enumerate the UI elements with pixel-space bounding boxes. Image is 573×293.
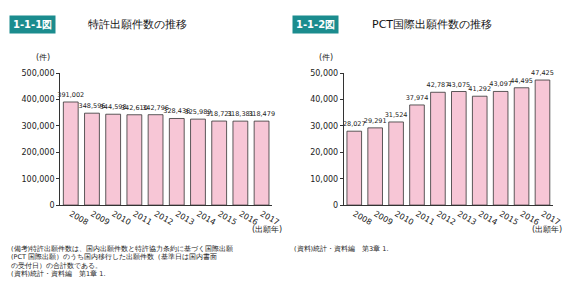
svg-text:2015: 2015 (498, 209, 520, 227)
svg-text:2010: 2010 (110, 209, 132, 227)
svg-text:(資料)統計・資料編 第3章 1.: (資料)統計・資料編 第3章 1. (294, 245, 388, 253)
svg-text:400,000: 400,000 (21, 95, 54, 104)
svg-text:37,974: 37,974 (406, 94, 429, 102)
svg-text:40,000: 40,000 (310, 95, 338, 104)
svg-text:328,436: 328,436 (163, 107, 190, 115)
svg-text:342,796: 342,796 (142, 104, 169, 112)
svg-text:2014: 2014 (477, 209, 499, 227)
svg-text:30,000: 30,000 (310, 122, 338, 131)
svg-text:43,075: 43,075 (447, 81, 470, 89)
svg-text:(出願年): (出願年) (252, 225, 282, 234)
svg-text:2011: 2011 (131, 209, 153, 227)
svg-text:28,027: 28,027 (343, 120, 366, 128)
svg-text:42,787: 42,787 (427, 81, 450, 89)
svg-text:20,000: 20,000 (310, 148, 338, 157)
svg-text:0: 0 (333, 201, 338, 210)
svg-text:1-1-1図: 1-1-1図 (13, 19, 52, 30)
svg-text:500,000: 500,000 (21, 69, 54, 78)
svg-text:2008: 2008 (351, 209, 373, 227)
svg-text:PCT国際出願件数の推移: PCT国際出願件数の推移 (372, 18, 492, 31)
svg-text:325,989: 325,989 (185, 108, 212, 116)
svg-text:(件): (件) (36, 53, 50, 62)
svg-text:100,000: 100,000 (21, 175, 54, 184)
svg-text:1-1-2図: 1-1-2図 (296, 19, 335, 30)
svg-text:348,596: 348,596 (79, 102, 106, 110)
svg-text:44,495: 44,495 (510, 77, 533, 85)
svg-text:2014: 2014 (195, 209, 217, 227)
svg-text:31,524: 31,524 (385, 111, 408, 119)
svg-text:(出願年): (出願年) (532, 225, 562, 234)
svg-text:41,292: 41,292 (468, 85, 491, 93)
svg-text:2009: 2009 (89, 209, 111, 227)
svg-text:47,425: 47,425 (531, 69, 554, 77)
svg-text:29,291: 29,291 (364, 117, 387, 125)
svg-text:50,000: 50,000 (310, 69, 338, 78)
svg-text:43,097: 43,097 (489, 80, 512, 88)
svg-text:2008: 2008 (68, 209, 90, 227)
svg-text:344,598: 344,598 (100, 103, 127, 111)
svg-text:2013: 2013 (456, 209, 478, 227)
svg-text:10,000: 10,000 (310, 175, 338, 184)
svg-text:2013: 2013 (174, 209, 196, 227)
svg-text:2016: 2016 (237, 209, 259, 227)
svg-text:2017: 2017 (259, 209, 281, 227)
svg-text:2012: 2012 (153, 209, 175, 227)
svg-text:2011: 2011 (414, 209, 436, 227)
svg-text:300,000: 300,000 (21, 122, 54, 131)
svg-text:318,381: 318,381 (227, 110, 254, 118)
svg-text:(備考)特許出願件数は、国内出願件数と特許協力条約に基づく国: (備考)特許出願件数は、国内出願件数と特許協力条約に基づく国際出願(PCT 国際… (11, 245, 233, 278)
svg-text:342,610: 342,610 (121, 104, 148, 112)
svg-text:391,002: 391,002 (57, 91, 84, 99)
svg-text:200,000: 200,000 (21, 148, 54, 157)
svg-text:318,721: 318,721 (206, 110, 233, 118)
svg-text:2015: 2015 (216, 209, 238, 227)
svg-text:2009: 2009 (372, 209, 394, 227)
svg-text:2010: 2010 (393, 209, 415, 227)
svg-text:(件): (件) (319, 53, 333, 62)
svg-text:2012: 2012 (435, 209, 457, 227)
svg-text:2017: 2017 (539, 209, 561, 227)
svg-text:318,479: 318,479 (248, 110, 275, 118)
svg-text:0: 0 (49, 201, 54, 210)
svg-text:特許出願件数の推移: 特許出願件数の推移 (88, 18, 187, 31)
svg-text:2016: 2016 (519, 209, 541, 227)
